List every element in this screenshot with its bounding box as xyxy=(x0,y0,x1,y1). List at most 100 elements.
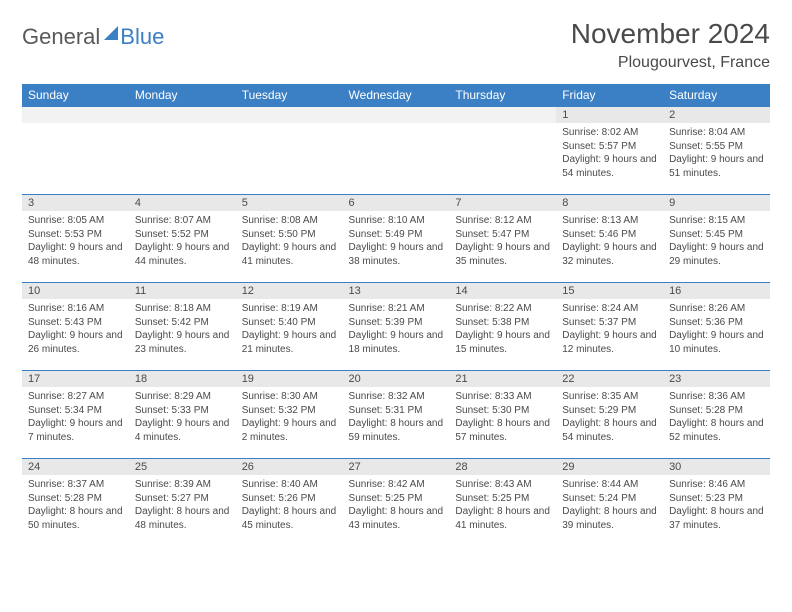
sunset-line: Sunset: 5:40 PM xyxy=(242,316,337,330)
day-number: 21 xyxy=(449,371,556,387)
daylight-line: Daylight: 9 hours and 23 minutes. xyxy=(135,329,230,356)
sunset-line: Sunset: 5:31 PM xyxy=(349,404,444,418)
header: General Blue November 2024 Plougourvest,… xyxy=(22,18,770,72)
daylight-line: Daylight: 8 hours and 37 minutes. xyxy=(669,505,764,532)
logo-text-2: Blue xyxy=(120,24,164,50)
daylight-line: Daylight: 9 hours and 7 minutes. xyxy=(28,417,123,444)
day-details: Sunrise: 8:10 AMSunset: 5:49 PMDaylight:… xyxy=(343,211,450,271)
daylight-line: Daylight: 9 hours and 29 minutes. xyxy=(669,241,764,268)
day-details: Sunrise: 8:36 AMSunset: 5:28 PMDaylight:… xyxy=(663,387,770,447)
day-details: Sunrise: 8:24 AMSunset: 5:37 PMDaylight:… xyxy=(556,299,663,359)
day-cell: 12 Sunrise: 8:19 AMSunset: 5:40 PMDayligh… xyxy=(236,283,343,371)
sunset-line: Sunset: 5:46 PM xyxy=(562,228,657,242)
day-number: 16 xyxy=(663,283,770,299)
day-cell: 10Sunrise: 8:16 AMSunset: 5:43 PMDayligh… xyxy=(22,283,129,371)
page: General Blue November 2024 Plougourvest,… xyxy=(0,0,792,565)
day-number: 19 xyxy=(236,371,343,387)
daylight-line: Daylight: 8 hours and 57 minutes. xyxy=(455,417,550,444)
day-details: Sunrise: 8:02 AMSunset: 5:57 PMDaylight:… xyxy=(556,123,663,183)
day-cell: 3Sunrise: 8:05 AMSunset: 5:53 PMDaylight… xyxy=(22,195,129,283)
day-number: 1 xyxy=(556,107,663,123)
title-block: November 2024 Plougourvest, France xyxy=(571,18,770,72)
daylight-line: Daylight: 8 hours and 59 minutes. xyxy=(349,417,444,444)
day-header: Sunday xyxy=(22,84,129,107)
day-cell: 2Sunrise: 8:04 AMSunset: 5:55 PMDaylight… xyxy=(663,107,770,195)
calendar-head: SundayMondayTuesdayWednesdayThursdayFrid… xyxy=(22,84,770,107)
day-number: 20 xyxy=(343,371,450,387)
day-number: 9 xyxy=(663,195,770,211)
day-cell: 16Sunrise: 8:26 AMSunset: 5:36 PMDayligh… xyxy=(663,283,770,371)
daylight-line: Daylight: 9 hours and 41 minutes. xyxy=(242,241,337,268)
day-number: 12 xyxy=(236,283,343,299)
sunset-line: Sunset: 5:45 PM xyxy=(669,228,764,242)
day-number: 14 xyxy=(449,283,556,299)
day-details: Sunrise: 8:35 AMSunset: 5:29 PMDaylight:… xyxy=(556,387,663,447)
sunrise-line: Sunrise: 8:15 AM xyxy=(669,214,764,228)
day-header-row: SundayMondayTuesdayWednesdayThursdayFrid… xyxy=(22,84,770,107)
day-details: Sunrise: 8:16 AMSunset: 5:43 PMDaylight:… xyxy=(22,299,129,359)
day-number: 6 xyxy=(343,195,450,211)
day-cell: 25Sunrise: 8:39 AMSunset: 5:27 PMDayligh… xyxy=(129,459,236,547)
sunset-line: Sunset: 5:37 PM xyxy=(562,316,657,330)
sunset-line: Sunset: 5:49 PM xyxy=(349,228,444,242)
sunrise-line: Sunrise: 8:27 AM xyxy=(28,390,123,404)
daylight-line: Daylight: 8 hours and 39 minutes. xyxy=(562,505,657,532)
sunset-line: Sunset: 5:53 PM xyxy=(28,228,123,242)
sunrise-line: Sunrise: 8:32 AM xyxy=(349,390,444,404)
sunrise-line: Sunrise: 8:19 AM xyxy=(242,302,337,316)
sunset-line: Sunset: 5:23 PM xyxy=(669,492,764,506)
week-row: 10Sunrise: 8:16 AMSunset: 5:43 PMDayligh… xyxy=(22,283,770,371)
day-number: 17 xyxy=(22,371,129,387)
day-number: 29 xyxy=(556,459,663,475)
sunset-line: Sunset: 5:30 PM xyxy=(455,404,550,418)
sunset-line: Sunset: 5:32 PM xyxy=(242,404,337,418)
day-cell: . xyxy=(343,107,450,195)
day-cell: . xyxy=(129,107,236,195)
daylight-line: Daylight: 8 hours and 41 minutes. xyxy=(455,505,550,532)
day-details: Sunrise: 8:08 AMSunset: 5:50 PMDaylight:… xyxy=(236,211,343,271)
day-number: 18 xyxy=(129,371,236,387)
day-details: Sunrise: 8:07 AMSunset: 5:52 PMDaylight:… xyxy=(129,211,236,271)
sunrise-line: Sunrise: 8:42 AM xyxy=(349,478,444,492)
day-number: 15 xyxy=(556,283,663,299)
sunrise-line: Sunrise: 8:26 AM xyxy=(669,302,764,316)
week-row: .....1Sunrise: 8:02 AMSunset: 5:57 PMDay… xyxy=(22,107,770,195)
sunset-line: Sunset: 5:34 PM xyxy=(28,404,123,418)
daylight-line: Daylight: 9 hours and 21 minutes. xyxy=(242,329,337,356)
day-header: Tuesday xyxy=(236,84,343,107)
daylight-line: Daylight: 8 hours and 54 minutes. xyxy=(562,417,657,444)
day-details: Sunrise: 8:15 AMSunset: 5:45 PMDaylight:… xyxy=(663,211,770,271)
day-cell: 6Sunrise: 8:10 AMSunset: 5:49 PMDaylight… xyxy=(343,195,450,283)
day-details: Sunrise: 8:46 AMSunset: 5:23 PMDaylight:… xyxy=(663,475,770,535)
sunrise-line: Sunrise: 8:22 AM xyxy=(455,302,550,316)
day-details: Sunrise: 8:37 AMSunset: 5:28 PMDaylight:… xyxy=(22,475,129,535)
day-details: Sunrise: 8:13 AMSunset: 5:46 PMDaylight:… xyxy=(556,211,663,271)
day-number: 10 xyxy=(22,283,129,299)
daylight-line: Daylight: 9 hours and 54 minutes. xyxy=(562,153,657,180)
sunrise-line: Sunrise: 8:16 AM xyxy=(28,302,123,316)
day-details: Sunrise: 8:30 AMSunset: 5:32 PMDaylight:… xyxy=(236,387,343,447)
sunrise-line: Sunrise: 8:02 AM xyxy=(562,126,657,140)
day-cell: 30Sunrise: 8:46 AMSunset: 5:23 PMDayligh… xyxy=(663,459,770,547)
sunset-line: Sunset: 5:28 PM xyxy=(669,404,764,418)
sunset-line: Sunset: 5:27 PM xyxy=(135,492,230,506)
day-number: 7 xyxy=(449,195,556,211)
sunrise-line: Sunrise: 8:07 AM xyxy=(135,214,230,228)
sunset-line: Sunset: 5:39 PM xyxy=(349,316,444,330)
week-row: 3Sunrise: 8:05 AMSunset: 5:53 PMDaylight… xyxy=(22,195,770,283)
sunrise-line: Sunrise: 8:18 AM xyxy=(135,302,230,316)
sunset-line: Sunset: 5:47 PM xyxy=(455,228,550,242)
day-details: Sunrise: 8:39 AMSunset: 5:27 PMDaylight:… xyxy=(129,475,236,535)
daylight-line: Daylight: 9 hours and 44 minutes. xyxy=(135,241,230,268)
day-details: Sunrise: 8:04 AMSunset: 5:55 PMDaylight:… xyxy=(663,123,770,183)
sunrise-line: Sunrise: 8:39 AM xyxy=(135,478,230,492)
day-cell: 18Sunrise: 8:29 AMSunset: 5:33 PMDayligh… xyxy=(129,371,236,459)
day-cell: 13Sunrise: 8:21 AMSunset: 5:39 PMDayligh… xyxy=(343,283,450,371)
day-cell: 11Sunrise: 8:18 AMSunset: 5:42 PMDayligh… xyxy=(129,283,236,371)
day-number: 28 xyxy=(449,459,556,475)
logo-text-1: General xyxy=(22,24,100,50)
sunset-line: Sunset: 5:33 PM xyxy=(135,404,230,418)
sunrise-line: Sunrise: 8:30 AM xyxy=(242,390,337,404)
sunrise-line: Sunrise: 8:12 AM xyxy=(455,214,550,228)
sunrise-line: Sunrise: 8:13 AM xyxy=(562,214,657,228)
